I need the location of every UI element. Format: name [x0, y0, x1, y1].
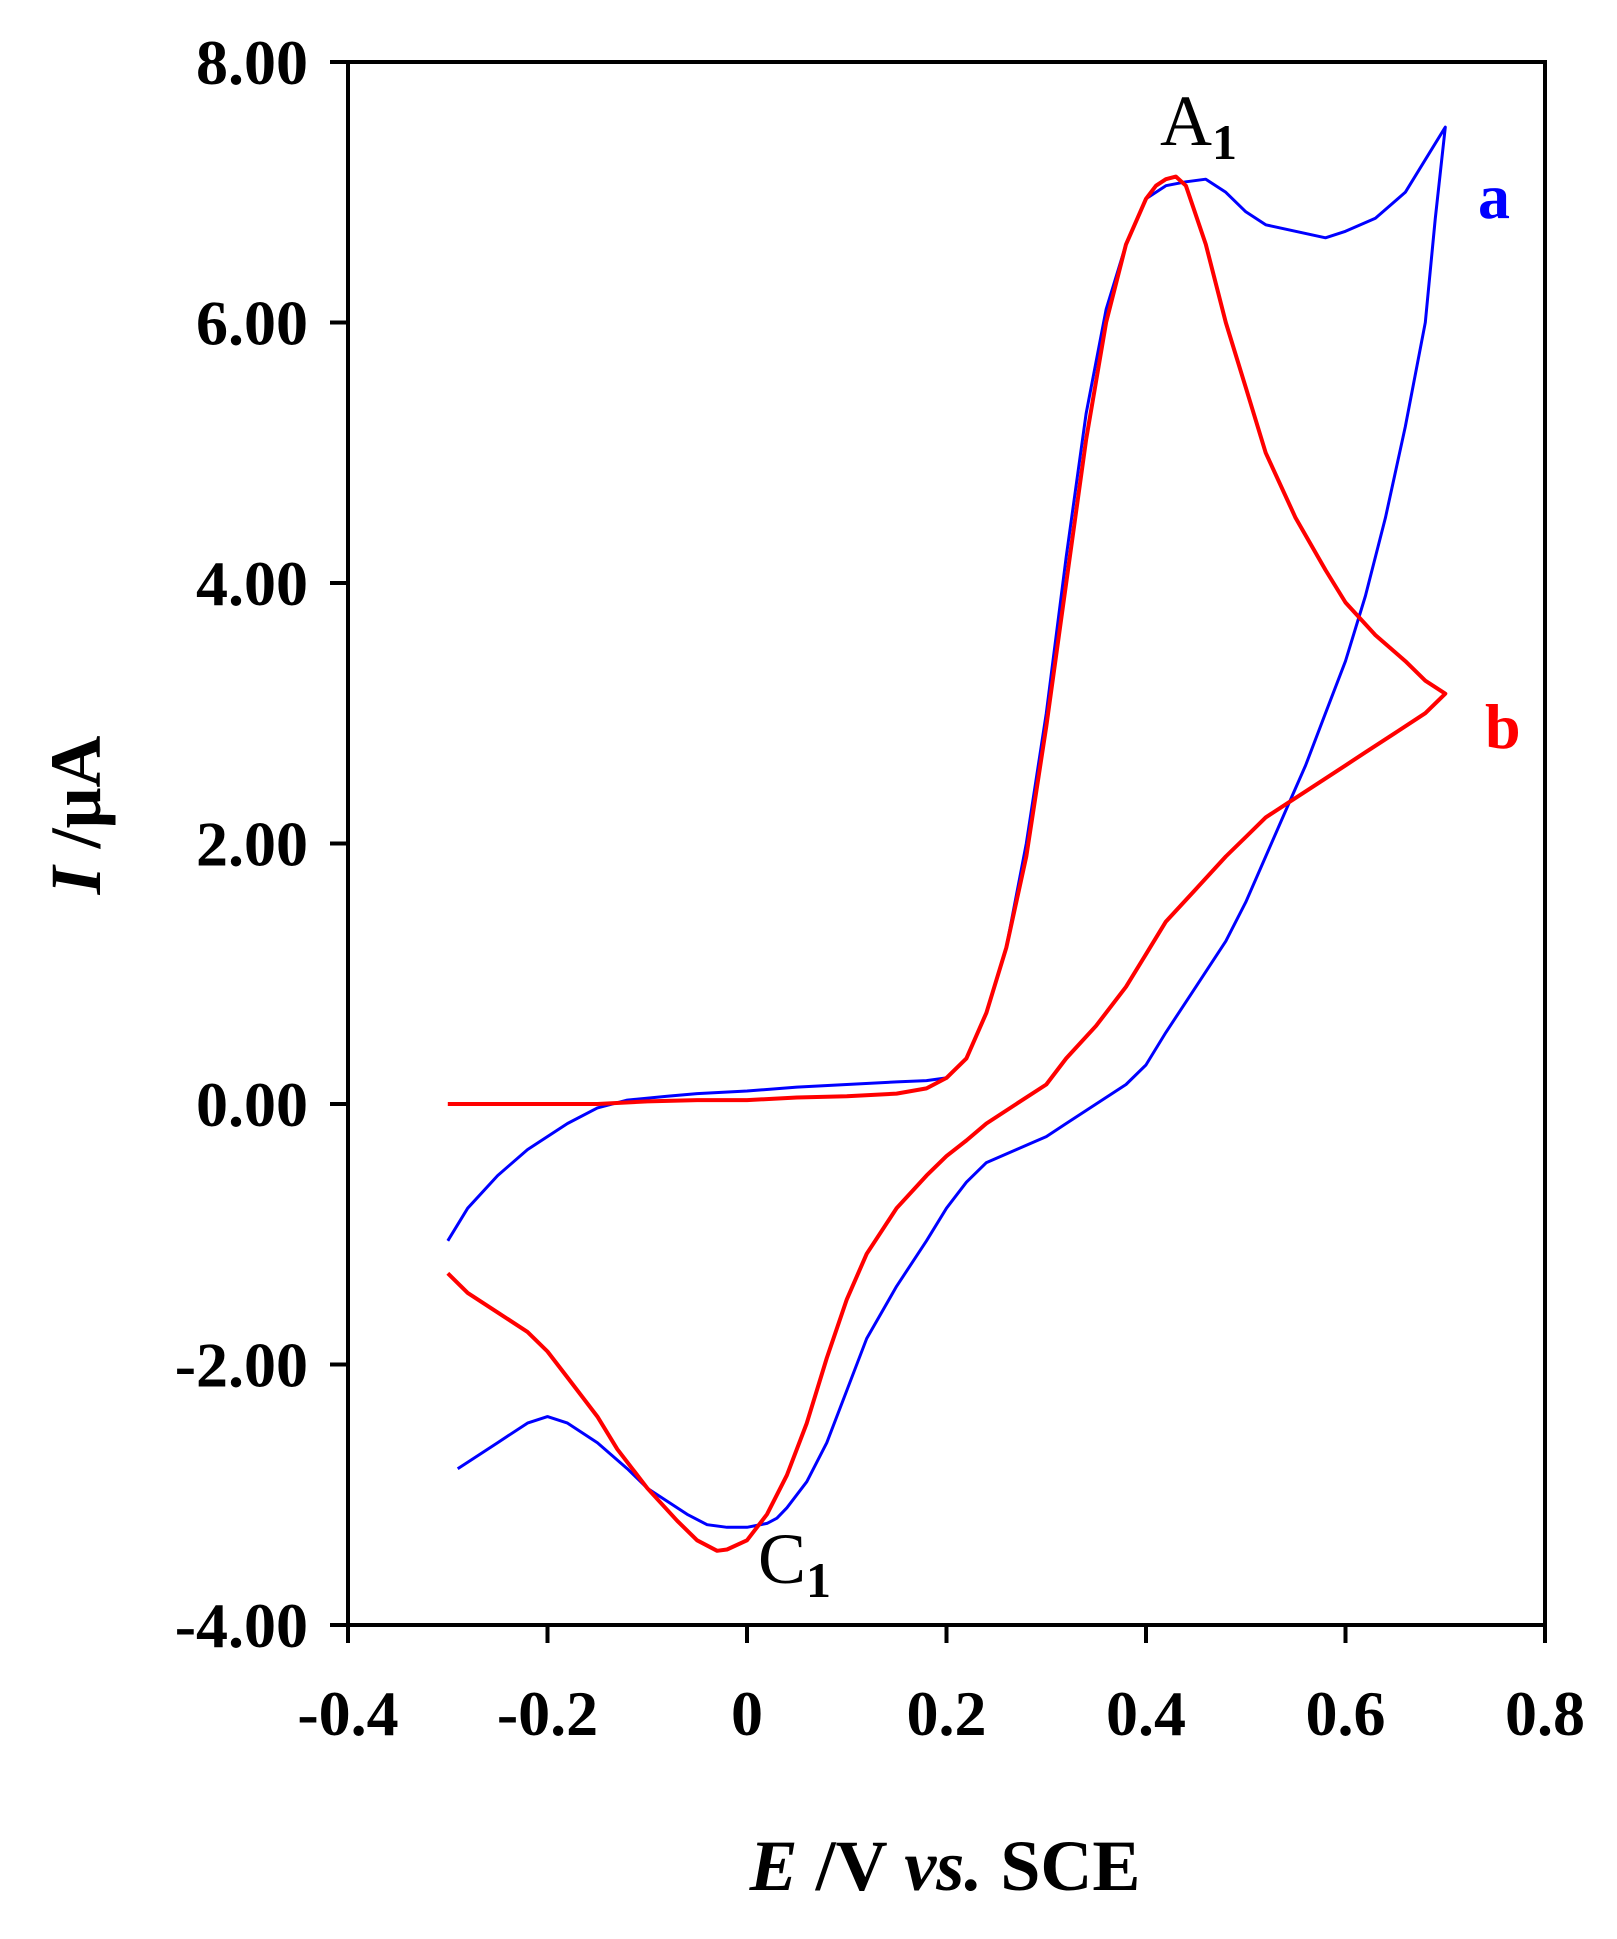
svg-text:A1: A1	[1160, 81, 1237, 170]
x-axis-ticks: -0.4 -0.2 0 0.2 0.4 0.6 0.8	[297, 1625, 1585, 1749]
y-axis-title: I /μA	[36, 736, 116, 896]
annotation-a1-main: A	[1160, 81, 1212, 161]
y-tick-label: 0.00	[196, 1069, 308, 1140]
x-tick-label: 0.6	[1306, 1678, 1386, 1749]
y-tick-label: 4.00	[196, 548, 308, 619]
series-line-b	[446, 174, 1448, 1553]
x-tick-label: -0.4	[297, 1678, 398, 1749]
x-tick-label: 0.2	[907, 1678, 987, 1749]
annotation-a1-sub: 1	[1212, 114, 1237, 170]
x-tick-label: 0.4	[1106, 1678, 1186, 1749]
annotation-c1: C1	[758, 1519, 831, 1608]
y-tick-label: 6.00	[196, 288, 308, 359]
x-tick-label: 0.8	[1505, 1678, 1585, 1749]
x-tick-label: 0	[731, 1678, 763, 1749]
y-axis-ticks: 8.00 6.00 4.00 2.00 0.00 -2.00 -4.00	[175, 27, 348, 1661]
x-axis-title: E /V vs. SCE	[749, 1826, 1141, 1906]
series-label-b: b	[1485, 691, 1521, 762]
svg-text:C1: C1	[758, 1519, 831, 1608]
y-tick-label: 2.00	[196, 809, 308, 880]
annotation-c1-main: C	[758, 1519, 806, 1599]
y-tick-label: -2.00	[175, 1330, 308, 1401]
y-tick-label: 8.00	[196, 27, 308, 98]
series-layer	[446, 125, 1448, 1553]
y-tick-label: -4.00	[175, 1590, 308, 1661]
series-label-a: a	[1478, 161, 1510, 232]
x-tick-label: -0.2	[497, 1678, 598, 1749]
annotation-a1: A1	[1160, 81, 1237, 170]
annotation-c1-sub: 1	[806, 1552, 831, 1608]
